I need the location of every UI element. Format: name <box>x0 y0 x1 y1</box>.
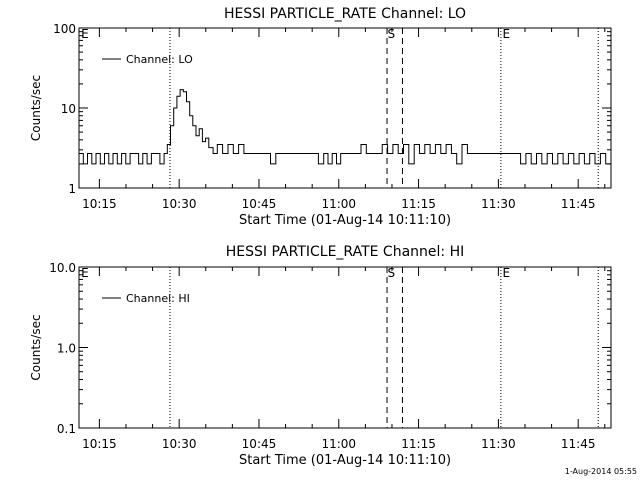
x-axis-label: Start Time (01-Aug-14 10:11:10) <box>239 213 451 228</box>
y-axis-label: Counts/sec <box>29 314 43 380</box>
x-tick-label: 11:30 <box>481 437 516 451</box>
marker-label: E <box>502 266 510 280</box>
x-tick-label: 11:15 <box>401 197 436 211</box>
panel-1: HESSI PARTICLE_RATE Channel: LO Start Tim… <box>29 6 612 228</box>
panel-2: HESSI PARTICLE_RATE Channel: HI Start Tim… <box>29 244 612 468</box>
chart-title: HESSI PARTICLE_RATE Channel: HI <box>226 244 464 260</box>
x-tick-label: 10:45 <box>242 437 277 451</box>
marker-label: E <box>502 27 510 41</box>
x-tick-label: 10:15 <box>82 197 117 211</box>
x-tick-label: 10:30 <box>162 437 197 451</box>
x-tick-label: 11:00 <box>321 197 356 211</box>
x-tick-label: 11:45 <box>561 197 596 211</box>
chart-title: HESSI PARTICLE_RATE Channel: LO <box>224 6 466 22</box>
x-tick-label: 11:30 <box>481 197 516 211</box>
x-tick-label: 11:00 <box>321 437 356 451</box>
x-axis-label: Start Time (01-Aug-14 10:11:10) <box>239 453 451 468</box>
x-tick-label: 11:15 <box>401 437 436 451</box>
footer-timestamp: 1-Aug-2014 05:55 <box>565 467 637 476</box>
x-tick-label: 11:45 <box>561 437 596 451</box>
y-tick-label: 0.1 <box>57 422 76 436</box>
x-tick-label: 10:30 <box>162 197 197 211</box>
y-tick-label: 10 <box>61 102 76 116</box>
x-tick-label: 10:15 <box>82 437 117 451</box>
marker-label: E <box>81 27 89 41</box>
y-tick-label: 100 <box>53 22 76 36</box>
legend-label: Channel: LO <box>126 53 193 66</box>
marker-label: S <box>388 266 396 280</box>
legend-label: Channel: HI <box>126 292 190 305</box>
y-tick-label: 10.0 <box>49 261 76 275</box>
series-line <box>79 89 611 165</box>
marker-label: E <box>81 266 89 280</box>
marker-label: S <box>388 27 396 41</box>
y-tick-label: 1 <box>68 182 76 196</box>
y-axis-label: Counts/sec <box>29 75 43 141</box>
y-tick-label: 1.0 <box>57 342 76 356</box>
x-tick-label: 10:45 <box>242 197 277 211</box>
